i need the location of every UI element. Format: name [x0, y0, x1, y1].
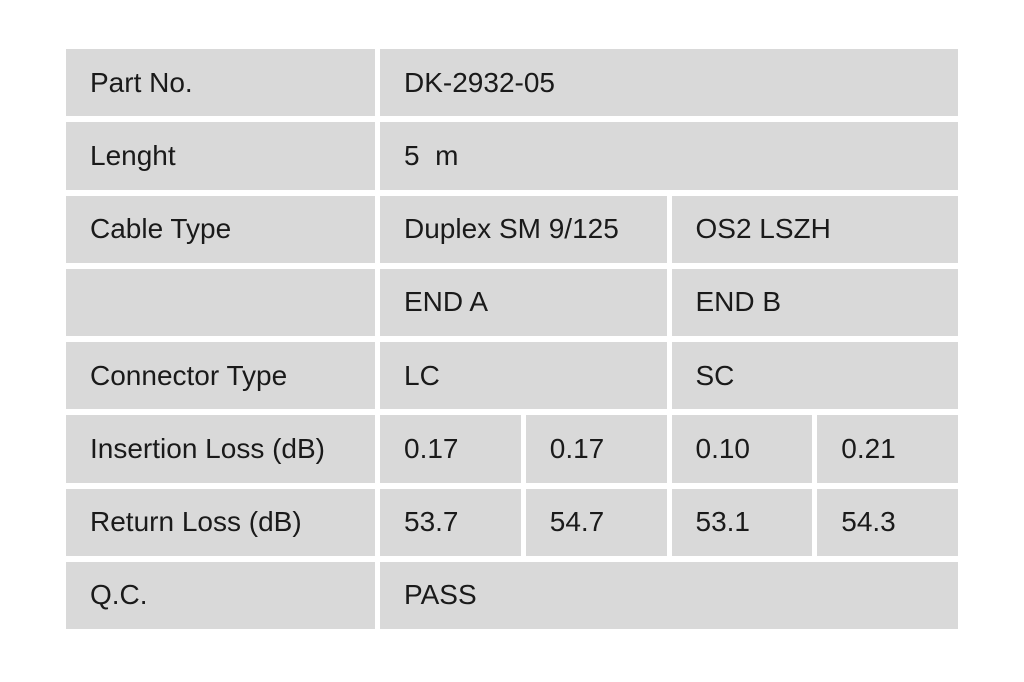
return-loss-end-b-2: 54.3 — [817, 488, 958, 556]
insertion-loss-end-b-2: 0.21 — [817, 415, 958, 483]
cable-type-label: Cable Type — [66, 195, 375, 263]
cable-type-value-left: Duplex SM 9/125 — [380, 195, 667, 263]
return-loss-end-a-2: 54.7 — [525, 488, 667, 556]
connector-type-end-b: SC — [671, 342, 958, 410]
insertion-loss-end-a-2: 0.17 — [525, 415, 667, 483]
return-loss-label: Return Loss (dB) — [66, 488, 375, 556]
length-label: Lenght — [66, 122, 375, 190]
end-b-header: END B — [671, 268, 958, 336]
cable-type-value-right: OS2 LSZH — [671, 195, 958, 263]
qc-label: Q.C. — [66, 561, 375, 629]
part-no-value: DK-2932-05 — [380, 49, 958, 117]
return-loss-end-a-1: 53.7 — [380, 488, 521, 556]
length-value: 5 m — [380, 122, 958, 190]
return-loss-end-b-1: 53.1 — [671, 488, 813, 556]
ends-header-empty-cell — [66, 268, 375, 336]
connector-type-label: Connector Type — [66, 342, 375, 410]
spec-table: Part No. DK-2932-05 Lenght 5 m Cable Typ… — [66, 49, 958, 629]
connector-type-end-a: LC — [380, 342, 667, 410]
part-no-label: Part No. — [66, 49, 375, 117]
end-a-header: END A — [380, 268, 667, 336]
insertion-loss-label: Insertion Loss (dB) — [66, 415, 375, 483]
insertion-loss-end-a-1: 0.17 — [380, 415, 521, 483]
qc-value: PASS — [380, 561, 958, 629]
insertion-loss-end-b-1: 0.10 — [671, 415, 813, 483]
